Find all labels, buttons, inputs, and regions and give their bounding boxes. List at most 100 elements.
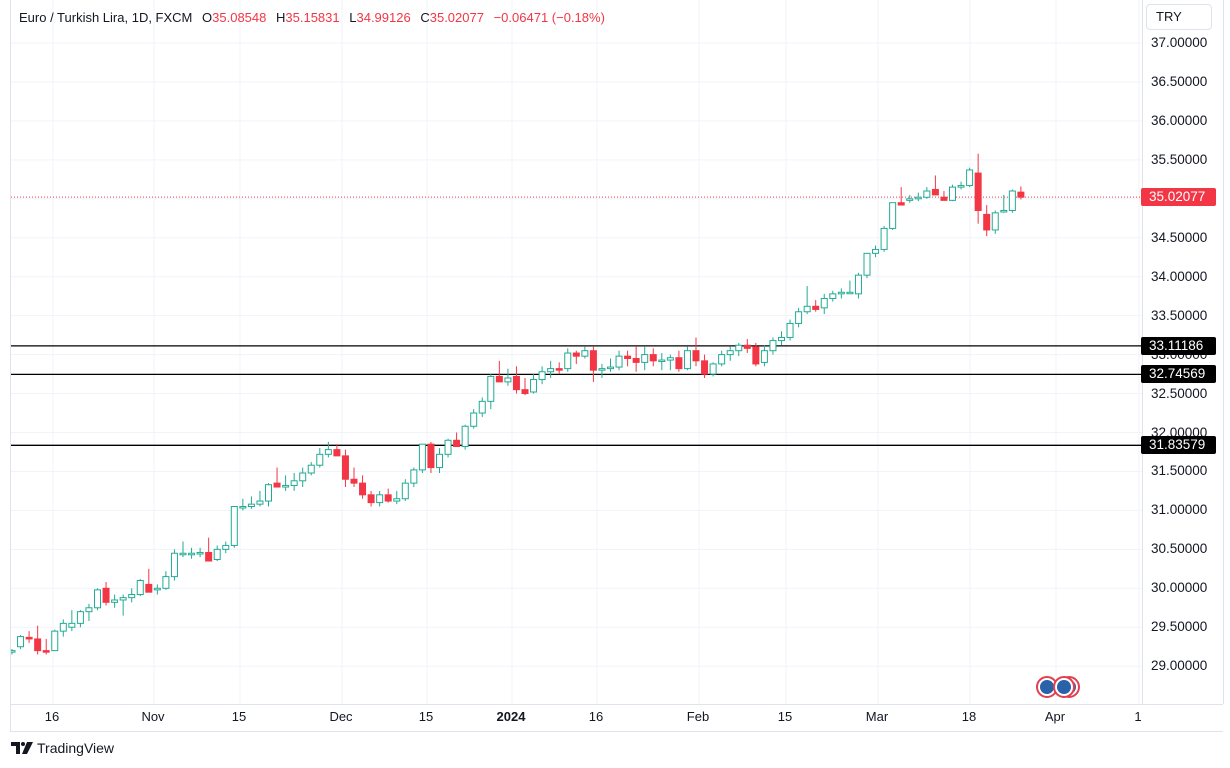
candle-up	[136, 580, 144, 596]
candle-up	[718, 354, 726, 365]
brand-name: TradingView	[37, 740, 115, 756]
tradingview-logo[interactable]: TradingView	[11, 740, 114, 756]
candle-down	[675, 357, 683, 370]
tradingview-logo-icon	[11, 742, 33, 754]
candle-down	[359, 482, 367, 496]
candle-down	[572, 352, 580, 357]
candle-up	[504, 377, 512, 383]
candle-up	[153, 587, 161, 591]
candle-up	[880, 227, 888, 250]
candle-up	[170, 552, 178, 578]
chart-pane[interactable]	[10, 0, 1143, 704]
candle-up	[256, 500, 264, 505]
candle-up	[196, 551, 204, 555]
candle-up	[906, 198, 914, 201]
candle-up	[709, 363, 717, 375]
candle-up	[991, 212, 999, 231]
candle-up	[461, 425, 469, 448]
candle-down	[384, 494, 392, 502]
candle-up	[854, 274, 862, 295]
candle-up	[666, 357, 674, 361]
candle-up	[769, 340, 777, 352]
candle-up	[1000, 209, 1008, 213]
candle-up	[487, 375, 495, 402]
time-tick: Mar	[865, 709, 889, 724]
candle-up	[290, 480, 298, 486]
candle-up	[162, 576, 170, 589]
candle-down	[931, 188, 939, 196]
candle-up	[564, 352, 572, 370]
horizontal-line-price-label: 33.11186	[1141, 336, 1216, 355]
open-value: 35.08548	[212, 10, 267, 25]
price-tick: 36.50000	[1151, 73, 1208, 89]
candle-up	[547, 368, 555, 373]
candle-up	[307, 464, 315, 474]
candle-down	[333, 449, 341, 457]
close-label: C	[420, 10, 430, 25]
symbol-title[interactable]: Euro / Turkish Lira, 1D, FXCM	[19, 10, 193, 25]
symbol-legend: Euro / Turkish Lira, 1D, FXCM O35.08548 …	[19, 10, 605, 25]
candle-down	[273, 482, 281, 488]
candle-up	[68, 622, 76, 628]
candle-up	[436, 453, 443, 469]
candle-up	[401, 482, 409, 500]
candle-up	[17, 636, 25, 648]
time-tick: 16	[588, 709, 604, 724]
eu-flag-event-icon[interactable]	[1053, 676, 1075, 698]
candle-down	[427, 443, 435, 469]
candle-up	[795, 311, 803, 324]
candle-down	[701, 360, 709, 375]
price-tick: 30.50000	[1151, 541, 1208, 557]
price-tick: 37.00000	[1151, 35, 1208, 50]
candlestick-plot[interactable]	[11, 0, 1143, 704]
candle-up	[418, 443, 426, 471]
time-tick: Feb	[686, 709, 710, 724]
candle-up	[128, 594, 136, 599]
price-tick: 31.00000	[1151, 502, 1208, 518]
candle-up	[837, 291, 845, 295]
candle-up	[299, 472, 307, 482]
candle-up	[538, 371, 546, 381]
candle-up	[94, 589, 101, 609]
candle-up	[265, 484, 272, 502]
horizontal-line-price-label: 31.83579	[1141, 436, 1216, 455]
candle-up	[949, 186, 956, 201]
candle-down	[649, 354, 657, 362]
candle-up	[641, 354, 649, 363]
candle-down	[624, 355, 632, 359]
currency-button[interactable]: TRY	[1146, 4, 1212, 30]
time-axis[interactable]	[10, 704, 1223, 732]
eu-flag-event-icon[interactable]	[1036, 676, 1058, 698]
candle-down	[1017, 191, 1025, 198]
candle-up	[683, 350, 691, 370]
candle-up	[914, 196, 922, 200]
candle-down	[350, 478, 358, 484]
price-tick: 31.50000	[1151, 463, 1208, 479]
candle-up	[470, 412, 478, 427]
candle-down	[555, 368, 563, 371]
horizontal-line-price-label: 32.74569	[1141, 365, 1216, 384]
candle-down	[743, 344, 751, 349]
current-price-label: 35.02077	[1141, 188, 1216, 207]
candle-up	[829, 293, 837, 300]
candle-up	[658, 359, 666, 363]
candle-up	[615, 355, 623, 368]
time-tick: Nov	[141, 709, 165, 724]
candle-up	[239, 506, 247, 509]
time-tick: 15	[777, 709, 793, 724]
low-label: L	[349, 10, 357, 25]
change-value: −0.06471 (−0.18%)	[493, 10, 605, 25]
candle-up	[247, 503, 255, 508]
candle-up	[923, 190, 931, 198]
candle-up	[957, 185, 965, 188]
candle-up	[282, 484, 290, 488]
candle-up	[872, 248, 880, 254]
candle-up	[11, 650, 16, 653]
open-label: O	[202, 10, 213, 25]
price-tick: 34.50000	[1151, 229, 1208, 245]
candle-up	[222, 544, 230, 550]
candle-down	[983, 213, 991, 231]
candle-up	[188, 552, 196, 556]
economic-events-markers[interactable]	[1036, 676, 1086, 700]
price-tick: 36.00000	[1151, 112, 1208, 128]
